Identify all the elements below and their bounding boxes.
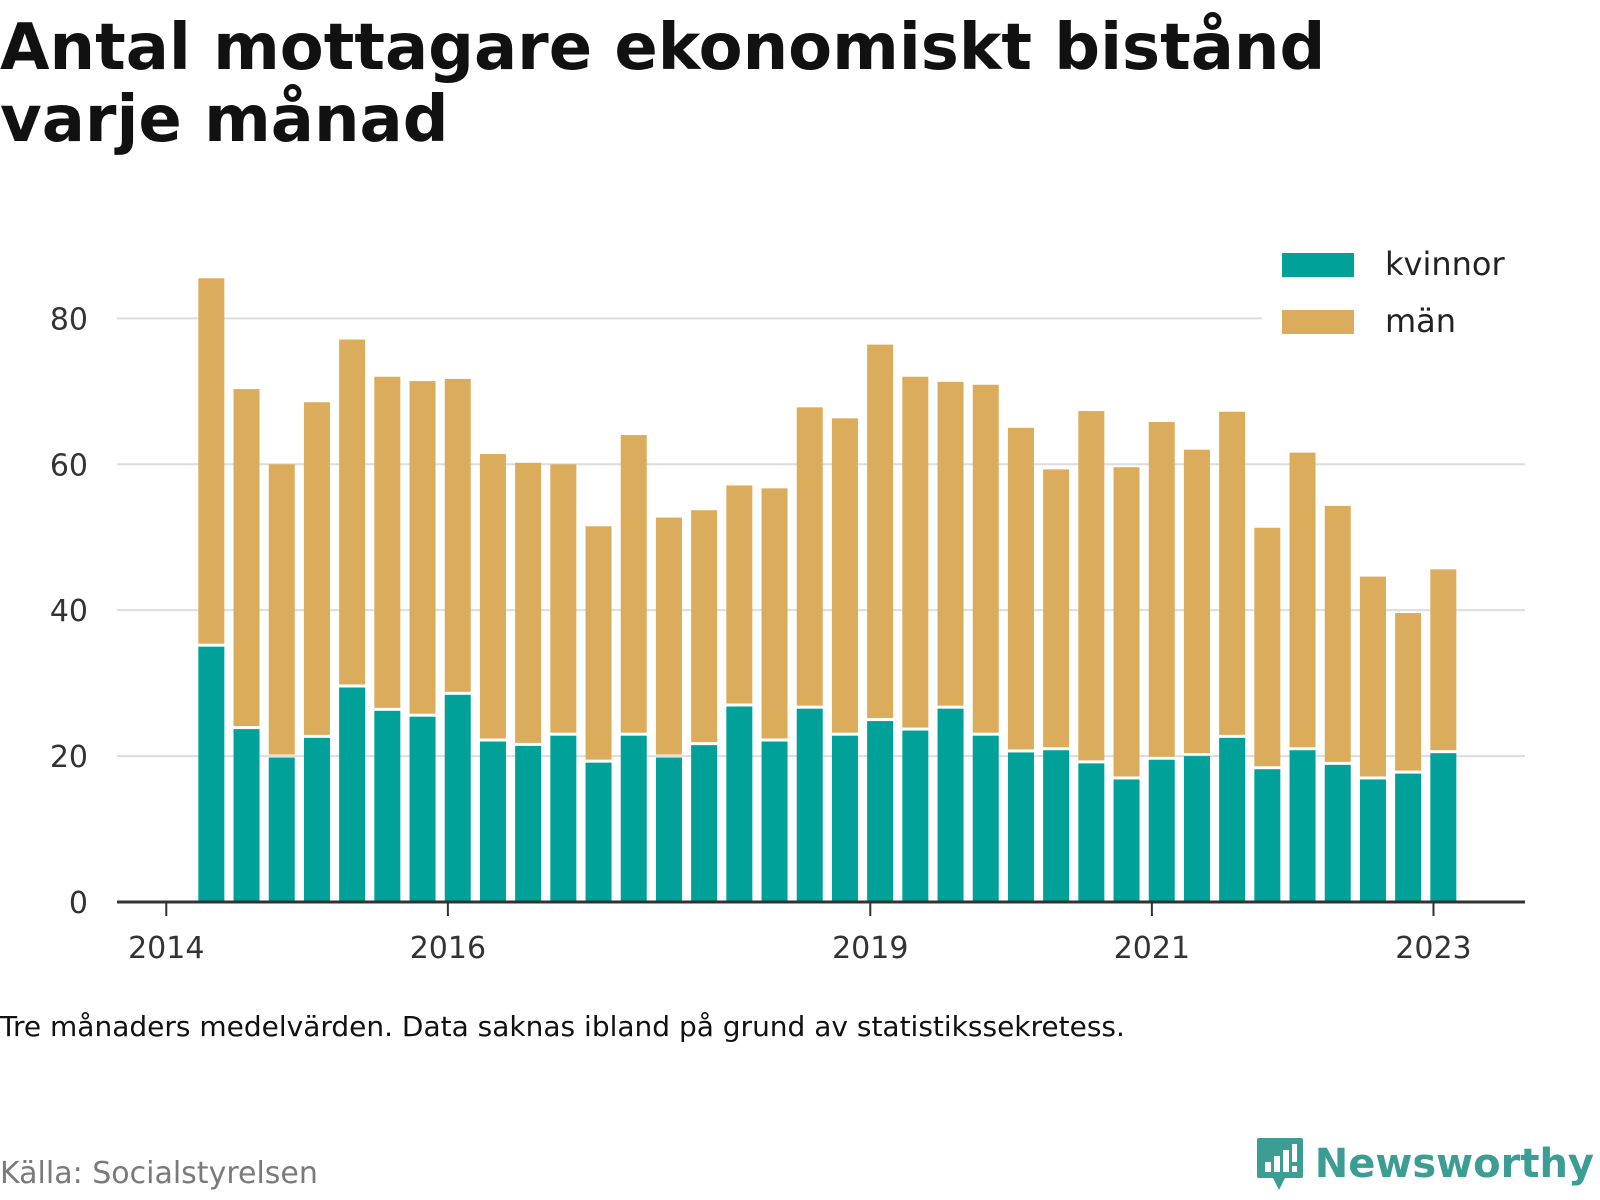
bar-man [1324, 505, 1351, 762]
bar-man [1219, 411, 1246, 735]
newsworthy-logo-icon [1256, 1138, 1303, 1190]
bar-kvinnor [1430, 753, 1457, 902]
y-axis-ticks: 0 20 40 60 80 [50, 302, 88, 921]
bar-kvinnor [550, 735, 577, 902]
bar-man [444, 378, 471, 692]
chart-note: Tre månaders medelvärden. Data saknas ib… [0, 1010, 1125, 1043]
bar-kvinnor [374, 710, 401, 902]
bar-kvinnor [1007, 752, 1034, 902]
bar-kvinnor [1359, 779, 1386, 902]
bar-man [409, 381, 436, 714]
legend-label: kvinnor [1385, 245, 1506, 283]
bar-kvinnor [937, 708, 964, 902]
legend: kvinnor män [1262, 236, 1552, 342]
bar-kvinnor [479, 741, 506, 902]
bar-man [233, 389, 260, 727]
bar-man [1254, 527, 1281, 767]
bar-kvinnor [831, 735, 858, 902]
bar-man [1289, 452, 1316, 748]
bar-kvinnor [1113, 779, 1140, 902]
y-tick-label: 0 [69, 886, 88, 921]
bar-man [374, 376, 401, 708]
bar-kvinnor [1395, 773, 1422, 902]
bar-man [972, 384, 999, 733]
bar-kvinnor [620, 735, 647, 902]
bar-man [1007, 427, 1034, 750]
brand-name: Newsworthy [1314, 1141, 1594, 1187]
bar-kvinnor [1183, 756, 1210, 902]
bar-man [550, 464, 577, 733]
bar-man [1078, 411, 1105, 761]
bar-man [198, 278, 225, 644]
bar-kvinnor [902, 730, 929, 902]
bar-kvinnor [339, 687, 366, 902]
bar-kvinnor [726, 706, 753, 902]
bars [198, 278, 1457, 902]
legend-label: män [1385, 302, 1456, 340]
bar-man [620, 435, 647, 733]
bar-man [867, 344, 894, 719]
bar-man [831, 418, 858, 733]
bar-man [515, 462, 542, 743]
bar-kvinnor [972, 735, 999, 902]
bar-kvinnor [1289, 750, 1316, 902]
bar-kvinnor [796, 708, 823, 902]
bar-kvinnor [867, 721, 894, 902]
bar-kvinnor [655, 757, 682, 902]
bar-kvinnor [1148, 759, 1175, 902]
bar-kvinnor [444, 694, 471, 902]
bar-man [268, 464, 295, 755]
bar-man [1183, 449, 1210, 754]
bar-man [796, 407, 823, 706]
y-tick-label: 40 [50, 594, 88, 629]
bar-man [479, 454, 506, 739]
bar-kvinnor [691, 745, 718, 902]
y-tick-label: 60 [50, 448, 88, 483]
y-tick-label: 80 [50, 302, 88, 337]
bar-kvinnor [303, 737, 330, 902]
x-tick-label: 2016 [410, 931, 486, 966]
x-tick-label: 2023 [1395, 931, 1471, 966]
bar-kvinnor [1324, 764, 1351, 902]
bar-man [1359, 576, 1386, 777]
bar-kvinnor [233, 729, 260, 902]
bar-man [761, 488, 788, 739]
bar-man [691, 510, 718, 743]
bar-man [726, 485, 753, 704]
bar-man [1148, 421, 1175, 757]
bar-kvinnor [515, 745, 542, 902]
legend-swatch [1282, 253, 1354, 277]
x-axis: 2014 2016 2019 2021 2023 [117, 900, 1525, 966]
bar-man [937, 381, 964, 706]
bar-kvinnor [761, 741, 788, 902]
x-tick-label: 2019 [832, 931, 908, 966]
legend-swatch [1282, 310, 1354, 334]
bar-man [902, 376, 929, 728]
x-tick-label: 2014 [128, 931, 204, 966]
bar-man [1043, 469, 1070, 748]
bar-man [303, 402, 330, 735]
chart-title: Antal mottagare ekonomiskt bistånd varje… [0, 11, 1326, 157]
newsworthy-logo[interactable]: Newsworthy [1255, 1136, 1594, 1192]
bar-man [1395, 613, 1422, 771]
y-tick-label: 20 [50, 740, 88, 775]
bar-kvinnor [198, 646, 225, 902]
bar-kvinnor [1043, 750, 1070, 902]
bar-kvinnor [585, 762, 612, 902]
bar-kvinnor [1254, 769, 1281, 902]
bar-kvinnor [268, 757, 295, 902]
bar-kvinnor [1219, 737, 1246, 902]
bar-man [1113, 467, 1140, 777]
bar-kvinnor [409, 716, 436, 902]
bar-kvinnor [1078, 763, 1105, 902]
bar-man [1430, 569, 1457, 751]
source-credit: Källa: Socialstyrelsen [0, 1156, 318, 1191]
bar-man [585, 526, 612, 760]
bar-man [339, 339, 366, 685]
x-tick-label: 2021 [1114, 931, 1190, 966]
stacked-bar-chart: 0 20 40 60 80 2014 2016 2019 2021 2023 kvinnor mä… [49, 236, 1552, 966]
bar-man [655, 517, 682, 755]
